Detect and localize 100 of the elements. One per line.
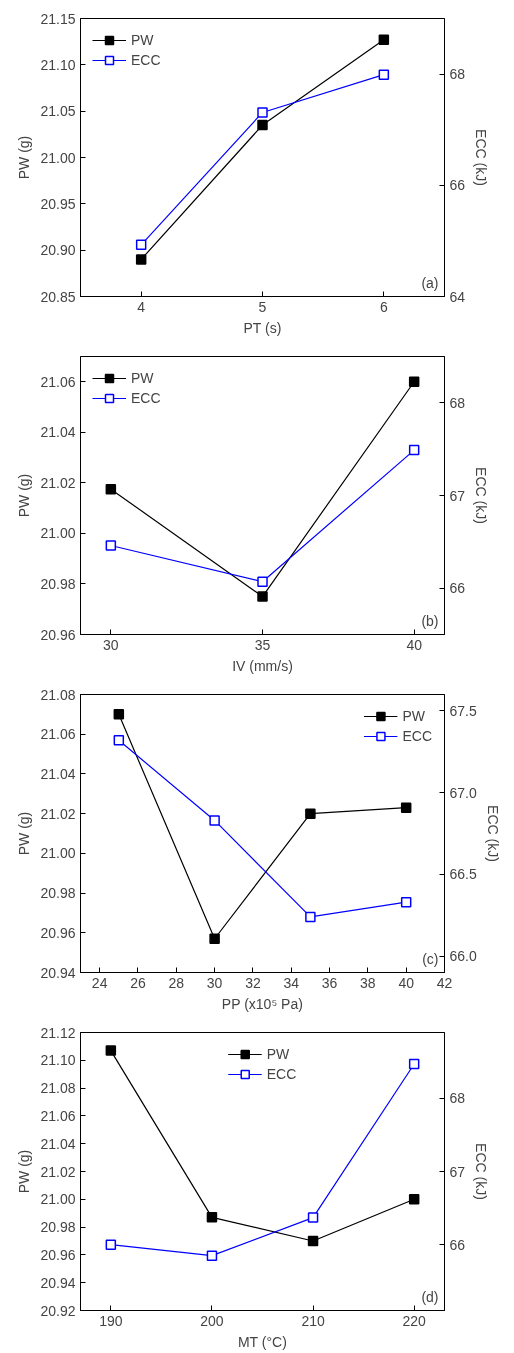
y-tick-label: 20.96 (40, 924, 76, 941)
x-axis-title: MT (°C) (237, 1333, 287, 1350)
annotation: (b) (421, 612, 439, 629)
y2-tick-label: 67.5 (449, 702, 477, 719)
x-tick-label: 40 (406, 636, 423, 653)
y2-tick-label: 66.5 (449, 866, 477, 883)
point (105, 540, 117, 551)
x-tick-label: 4 (137, 298, 146, 315)
x-tick-label: 5 (258, 298, 267, 315)
y-tick-label: 20.96 (40, 1246, 76, 1263)
point (378, 69, 390, 80)
y2-tick-label: 67 (449, 1163, 466, 1180)
point (378, 34, 390, 46)
y-tick-label: 21.00 (40, 149, 76, 166)
point (105, 483, 117, 495)
point (135, 239, 147, 251)
x-tick-label: 34 (283, 974, 300, 991)
y2-axis-title: ECC (kJ) (473, 129, 490, 186)
point (105, 1239, 117, 1250)
legend-label: ECC (131, 390, 161, 406)
y2-tick-label: 68 (449, 394, 466, 411)
legend-label: PW (266, 1046, 290, 1062)
y-tick-label: 21.06 (40, 1107, 76, 1124)
x-tick-label: 30 (103, 636, 119, 653)
point (257, 119, 268, 131)
x-tick-label: 35 (254, 636, 271, 653)
point (135, 254, 147, 265)
point (257, 576, 268, 587)
y-axis-title: PW (g) (16, 1149, 33, 1194)
x-tick-label: 32 (245, 974, 261, 991)
annotation: (c) (422, 950, 439, 967)
x-tick-label: 200 (200, 1312, 224, 1329)
y-axis-title: PW (g) (16, 811, 33, 856)
x-tick-label: 6 (379, 298, 388, 315)
y2-tick-label: 67 (449, 487, 466, 504)
point (400, 802, 412, 813)
point (408, 1194, 420, 1205)
y-tick-label: 21.02 (40, 805, 76, 822)
point (209, 815, 220, 826)
y-tick-label: 21.10 (40, 56, 76, 73)
x-tick-label: 190 (99, 1312, 123, 1329)
point (206, 1212, 218, 1223)
x-tick-label: 210 (301, 1312, 325, 1329)
x-tick-label: 30 (206, 974, 223, 991)
y2-tick-label: 66 (449, 177, 466, 194)
point (113, 709, 125, 720)
y2-tick-label: 66.0 (449, 948, 477, 965)
point (400, 896, 412, 908)
y2-tick-label: 68 (449, 1090, 466, 1107)
x-tick-label: 36 (321, 974, 338, 991)
y-tick-label: 21.00 (40, 1191, 76, 1208)
point (408, 376, 420, 388)
point (257, 591, 268, 602)
legend-label: ECC (402, 728, 432, 744)
y2-tick-label: 66 (449, 1236, 466, 1253)
y-tick-label: 20.94 (40, 1274, 76, 1291)
y2-tick-label: 67.0 (449, 784, 477, 801)
y-tick-label: 21.02 (40, 1163, 76, 1180)
y-tick-label: 21.08 (40, 1080, 76, 1097)
point (257, 107, 268, 118)
y2-tick-label: 66 (449, 580, 466, 597)
y-tick-label: 20.95 (40, 195, 76, 212)
x-tick-label: 40 (398, 974, 415, 991)
y-tick-label: 21.05 (40, 103, 76, 120)
point (307, 1212, 319, 1223)
y-tick-label: 20.92 (40, 1302, 76, 1319)
point (408, 444, 420, 456)
legend-label: PW (131, 370, 154, 386)
point (305, 911, 316, 923)
y-tick-label: 21.08 (40, 686, 76, 703)
point (307, 1235, 319, 1247)
y-tick-label: 21.15 (40, 10, 76, 27)
x-tick-label: 42 (436, 974, 453, 991)
y-tick-label: 21.02 (40, 474, 76, 491)
x-axis-title: PT (s) (243, 319, 282, 336)
y-tick-label: 20.90 (40, 242, 76, 259)
y-tick-label: 20.98 (40, 885, 76, 902)
x-tick-label: 220 (402, 1312, 427, 1329)
y-tick-label: 21.06 (40, 373, 76, 390)
y-axis-title: PW (g) (16, 135, 33, 180)
point (113, 735, 125, 746)
point (209, 933, 220, 944)
y-tick-label: 21.00 (40, 525, 76, 542)
y2-axis-title: ECC (kJ) (473, 467, 490, 524)
x-tick-label: 38 (360, 974, 376, 991)
y-tick-label: 20.98 (40, 1219, 76, 1236)
y-tick-label: 20.98 (40, 575, 76, 592)
y-tick-label: 20.94 (40, 964, 76, 981)
x-axis-title: IV (mm/s) (232, 657, 293, 674)
y-axis-title: PW (g) (16, 473, 33, 518)
point (105, 1045, 117, 1056)
y2-axis-title: ECC (kJ) (473, 1143, 490, 1200)
point (305, 808, 316, 819)
y-tick-label: 21.06 (40, 726, 76, 743)
y2-axis-title: ECC (kJ) (484, 805, 501, 862)
y-tick-label: 21.10 (40, 1052, 76, 1069)
x-axis-title: PP (x10⁵ Pa) (221, 995, 303, 1012)
x-tick-label: 24 (91, 974, 108, 991)
y-tick-label: 21.04 (40, 1135, 76, 1152)
legend-label: PW (131, 32, 154, 48)
